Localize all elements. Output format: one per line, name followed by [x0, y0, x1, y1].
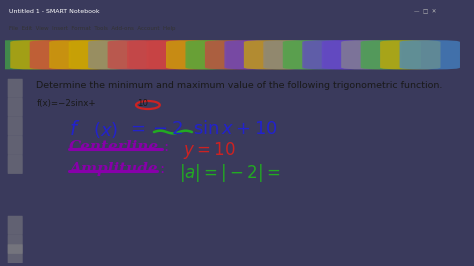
FancyBboxPatch shape [8, 244, 23, 263]
FancyBboxPatch shape [244, 40, 304, 69]
FancyBboxPatch shape [205, 40, 265, 69]
FancyBboxPatch shape [8, 155, 23, 174]
Text: Centerline: Centerline [69, 140, 159, 154]
Text: Untitled 1 - SMART Notebook: Untitled 1 - SMART Notebook [9, 9, 100, 14]
Text: File  Edit  View  Insert  Format  Tools  Add-ons  Account  Help: File Edit View Insert Format Tools Add-o… [9, 26, 176, 31]
Text: :: : [163, 140, 168, 154]
Text: 10: 10 [137, 99, 148, 108]
Text: Amplitude: Amplitude [69, 161, 157, 176]
FancyBboxPatch shape [400, 40, 460, 69]
FancyBboxPatch shape [283, 40, 343, 69]
Text: $|a| = |-2| =$: $|a| = |-2| =$ [179, 161, 280, 184]
FancyBboxPatch shape [49, 40, 109, 69]
FancyBboxPatch shape [30, 40, 90, 69]
FancyBboxPatch shape [380, 40, 440, 69]
FancyBboxPatch shape [264, 40, 324, 69]
FancyBboxPatch shape [10, 40, 71, 69]
Text: f(x)=−2sinx+: f(x)=−2sinx+ [36, 99, 96, 108]
Text: $(x)$: $(x)$ [92, 120, 118, 140]
FancyBboxPatch shape [8, 235, 23, 254]
FancyBboxPatch shape [8, 216, 23, 235]
FancyBboxPatch shape [302, 40, 363, 69]
FancyBboxPatch shape [224, 40, 285, 69]
FancyBboxPatch shape [0, 40, 51, 69]
Text: Determine the minimum and maximum value of the following trigonometric function.: Determine the minimum and maximum value … [36, 81, 443, 90]
FancyBboxPatch shape [8, 98, 23, 117]
FancyBboxPatch shape [341, 40, 401, 69]
FancyBboxPatch shape [185, 40, 246, 69]
Text: $\mathrm{sin}\, x + 10$: $\mathrm{sin}\, x + 10$ [193, 120, 278, 138]
Text: —  □  ✕: — □ ✕ [414, 9, 437, 14]
Text: $f$: $f$ [69, 120, 80, 139]
FancyBboxPatch shape [361, 40, 421, 69]
FancyBboxPatch shape [8, 117, 23, 136]
FancyBboxPatch shape [166, 40, 227, 69]
FancyBboxPatch shape [8, 79, 23, 98]
FancyBboxPatch shape [69, 40, 129, 69]
FancyBboxPatch shape [127, 40, 187, 69]
FancyBboxPatch shape [322, 40, 382, 69]
Text: $= -2$: $= -2$ [127, 120, 183, 138]
FancyBboxPatch shape [146, 40, 207, 69]
FancyBboxPatch shape [88, 40, 148, 69]
FancyBboxPatch shape [108, 40, 168, 69]
Text: :: : [160, 161, 165, 176]
Text: $y = 10$: $y = 10$ [183, 140, 236, 161]
FancyBboxPatch shape [8, 136, 23, 155]
